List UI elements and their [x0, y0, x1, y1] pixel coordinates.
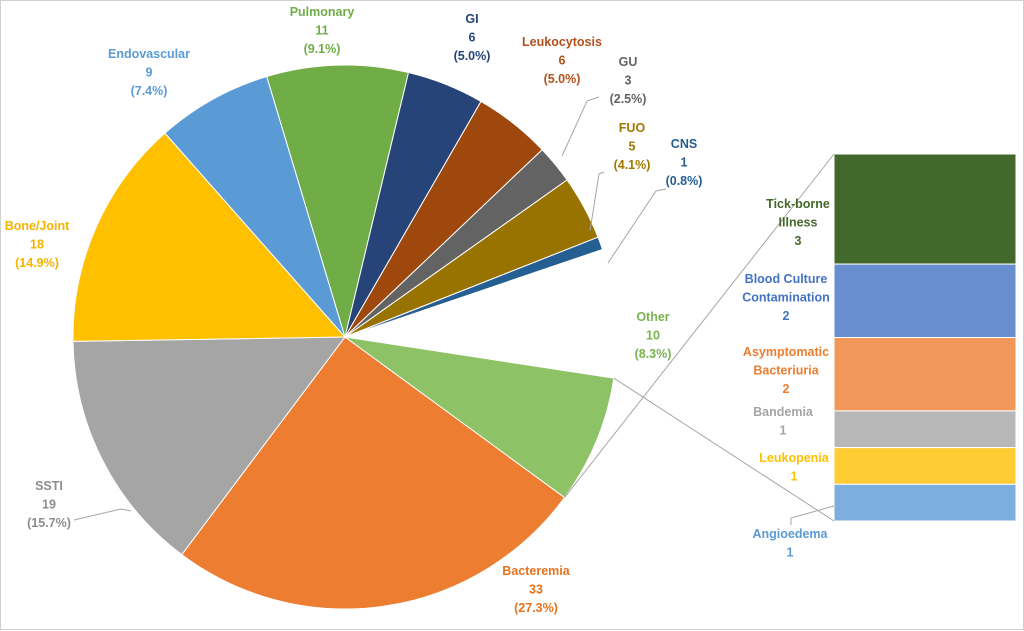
- pie-label-leukocytosis: Leukocytosis 6 (5.0%): [522, 35, 602, 86]
- pie-label-bacteremia: Bacteremia 33 (27.3%): [502, 564, 570, 615]
- pie-label-gu: GU 3 (2.5%): [610, 55, 647, 106]
- pie-label-ssti: SSTI 19 (15.7%): [27, 479, 71, 530]
- pie-label-gi: GI 6 (5.0%): [454, 12, 491, 63]
- bar-segment-asymptomatic-bacteriuria: [833, 337, 1017, 412]
- leader-line-fuo: [589, 171, 605, 232]
- bar-segment-tick-borne-illness: [833, 153, 1017, 265]
- pie-label-endovascular: Endovascular 9 (7.4%): [108, 47, 190, 98]
- pie-slice-endovascular: [164, 75, 346, 338]
- bar-label-bandemia: Bandemia 1: [753, 405, 814, 438]
- bar-label-angioedema: Angioedema 1: [752, 527, 828, 560]
- leader-line-ssti: [73, 508, 132, 521]
- leader-line-angioedema: [790, 505, 835, 525]
- bar-segment-angioedema: [833, 483, 1017, 522]
- pie-label-cns: CNS 1 (0.8%): [666, 137, 703, 188]
- pie-label-fuo: FUO 5 (4.1%): [614, 121, 651, 172]
- connector-line-top: [564, 153, 835, 498]
- leader-line-cns: [607, 188, 667, 264]
- bar-label-leukopenia: Leukopenia 1: [759, 451, 830, 484]
- bar-label-tick-borne-illness: Tick-borne Illness 3: [766, 197, 830, 248]
- bar-segment-leukopenia: [833, 447, 1017, 485]
- pie-slice-bone-joint: [72, 132, 347, 342]
- pie-slice-bacteremia: [181, 336, 566, 610]
- connector-line-bottom: [613, 377, 835, 522]
- bar-label-blood-culture-contamination: Blood Culture Contamination 2: [742, 272, 830, 323]
- pie-slice-pulmonary: [266, 64, 410, 339]
- bar-segment-blood-culture-contamination: [833, 263, 1017, 339]
- pie-label-other: Other 10 (8.3%): [635, 310, 672, 361]
- bar-label-asymptomatic-bacteriuria: Asymptomatic Bacteriuria 2: [743, 345, 829, 396]
- pie-slice-cns: [344, 236, 604, 338]
- leader-line-gu: [561, 96, 600, 157]
- bar-segment-bandemia: [833, 410, 1017, 449]
- pie-slice-ssti: [72, 336, 347, 556]
- pie-label-pulmonary: Pulmonary 11 (9.1%): [290, 5, 355, 56]
- pie-label-bone-joint: Bone/Joint 18 (14.9%): [5, 219, 70, 270]
